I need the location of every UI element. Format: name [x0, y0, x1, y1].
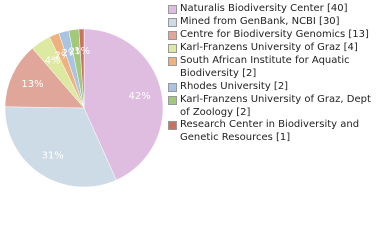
legend-label: Centre for Biodiversity Genomics [13] — [180, 28, 369, 40]
legend-swatch — [168, 43, 177, 53]
slice-label: 2% — [61, 48, 77, 59]
legend-swatch — [168, 82, 177, 92]
legend-item: Karl-Franzens University of Graz, Dept o… — [168, 94, 373, 120]
slice-label: 2% — [55, 50, 71, 61]
legend-item: Research Center in Biodiversity and Gene… — [168, 119, 373, 145]
legend-item: Rhodes University [2] — [168, 81, 373, 94]
slice-label: 2% — [69, 47, 85, 58]
legend-label: Rhodes University [2] — [180, 80, 289, 92]
slice-label: 1% — [74, 46, 90, 57]
legend-label: South African Institute for Aquatic Biod… — [180, 54, 350, 79]
legend-label: Research Center in Biodiversity and Gene… — [180, 119, 360, 144]
legend-label: Karl-Franzens University of Graz, Dept o… — [180, 93, 371, 118]
legend-label: Karl-Franzens University of Graz [4] — [180, 41, 358, 53]
legend-item: South African Institute for Aquatic Biod… — [168, 55, 373, 81]
legend-item: Karl-Franzens University of Graz [4] — [168, 42, 373, 55]
legend-item: Centre for Biodiversity Genomics [13] — [168, 29, 373, 42]
legend-label: Naturalis Biodiversity Center [40] — [180, 3, 348, 14]
chart: 42%31%13%4%2%2%2%1% — [4, 28, 164, 188]
legend-swatch — [168, 17, 177, 27]
pie-slice — [4, 106, 117, 188]
legend: Naturalis Biodiversity Center [40] Mined … — [168, 3, 373, 145]
pie-slice — [83, 28, 164, 181]
slice-label: 4% — [45, 56, 61, 67]
slice-label: 13% — [21, 79, 43, 90]
pie-slice — [78, 28, 85, 109]
legend-item: Mined from GenBank, NCBI [30] — [168, 16, 373, 29]
slice-label: 42% — [129, 91, 151, 102]
legend-swatch — [168, 56, 177, 66]
legend-item: Naturalis Biodiversity Center [40] — [168, 3, 373, 16]
pie-slice — [4, 47, 85, 109]
legend-swatch — [168, 121, 177, 131]
legend-label: Mined from GenBank, NCBI [30] — [180, 15, 340, 27]
legend-swatch — [168, 30, 177, 40]
slice-label: 31% — [42, 150, 64, 161]
legend-swatch — [168, 5, 177, 14]
legend-swatch — [168, 95, 177, 105]
